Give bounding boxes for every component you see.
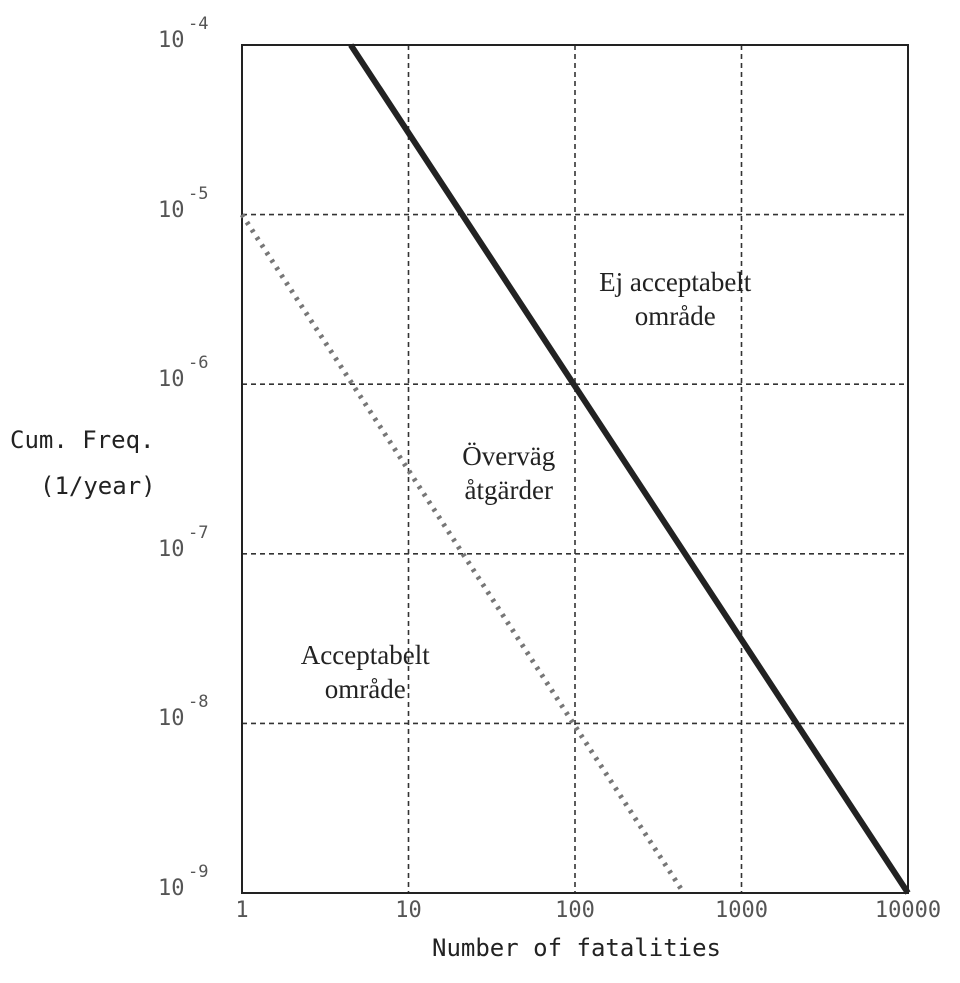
x-tick-label: 10000 xyxy=(874,898,942,923)
region-annotation-line1: Acceptabelt xyxy=(300,640,430,671)
x-axis-title: Number of fatalities xyxy=(432,934,721,962)
region-annotation: Ej acceptabelt område xyxy=(599,265,751,333)
y-tick-exponent: -7 xyxy=(188,522,209,543)
x-tick-label: 1000 xyxy=(715,898,768,923)
y-tick-exponent: -4 xyxy=(188,14,209,34)
x-tick-label: 100 xyxy=(555,898,595,923)
region-annotation-line1: Överväg xyxy=(462,440,556,471)
y-tick-base: 10 xyxy=(158,706,185,732)
y-tick-label: 10 -6 xyxy=(158,353,208,393)
y-tick-exponent: -9 xyxy=(188,862,209,882)
y-axis-title-line2: (1/year) xyxy=(40,472,156,500)
y-tick-exponent: -6 xyxy=(188,353,209,374)
region-annotation: Acceptabelt område xyxy=(301,638,430,706)
y-tick-label: 10 -7 xyxy=(158,523,208,562)
region-annotation-line2: område xyxy=(324,674,406,705)
region-annotation-line1: Ej acceptabelt xyxy=(599,266,752,297)
y-tick-base: 10 xyxy=(158,367,185,393)
y-tick-label: 10 -8 xyxy=(158,692,208,732)
y-tick-base: 10 xyxy=(158,876,185,901)
region-annotation-line2: område xyxy=(634,300,716,331)
region-annotation: Överväg åtgärder xyxy=(462,439,555,507)
x-tick-label: 1 xyxy=(235,898,249,923)
y-tick-label: 10 -9 xyxy=(158,862,208,901)
series-solid-line xyxy=(348,43,911,895)
y-tick-exponent: -5 xyxy=(188,183,209,204)
y-tick-exponent: -8 xyxy=(188,692,209,713)
y-axis-title-line1: Cum. Freq. xyxy=(10,426,155,454)
x-tick-label: 10 xyxy=(395,898,422,923)
y-tick-base: 10 xyxy=(158,197,185,223)
y-tick-base: 10 xyxy=(158,536,185,562)
region-annotation-line2: åtgärder xyxy=(464,474,553,505)
y-tick-label: 10 -5 xyxy=(158,184,208,223)
y-tick-label: 10 -4 xyxy=(158,14,208,53)
plot-frame xyxy=(241,44,909,894)
y-tick-base: 10 xyxy=(158,28,185,53)
